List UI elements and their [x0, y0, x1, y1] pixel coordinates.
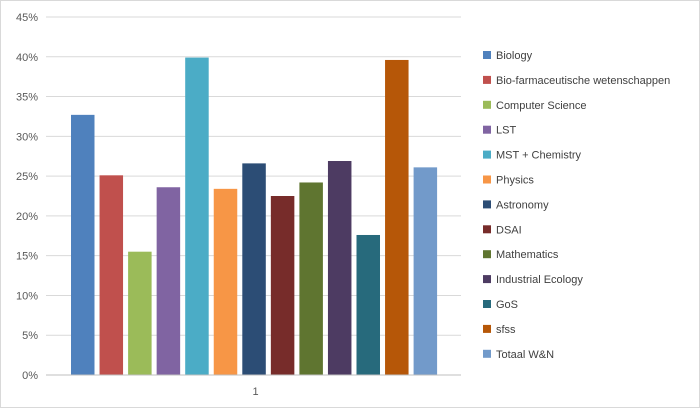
bar: [71, 114, 95, 375]
bar: [413, 167, 438, 375]
y-axis: 0% 5% 10% 15% 20% 25% 30% 35% 40% 45%: [16, 12, 38, 382]
legend-swatch: [483, 125, 491, 134]
legend-swatch: [483, 275, 491, 284]
legend-label: Mathematics: [496, 249, 559, 261]
legend-swatch: [483, 324, 491, 333]
y-tick-label: 45%: [16, 12, 38, 24]
legend-label: MST + Chemistry: [496, 150, 582, 162]
y-tick-label: 0%: [22, 370, 38, 382]
bar: [128, 251, 152, 375]
bar: [99, 175, 124, 375]
y-tick-label: 15%: [16, 251, 38, 263]
bar: [385, 59, 409, 376]
legend-label: DSAI: [496, 224, 522, 236]
legend-swatch: [483, 150, 491, 159]
bars: [71, 57, 438, 376]
legend-swatch: [483, 175, 491, 184]
legend-swatch: [483, 51, 491, 59]
bar: [299, 182, 323, 375]
y-tick-label: 30%: [16, 131, 38, 143]
legend-label: Computer Science: [496, 100, 587, 112]
legend-label: Astronomy: [496, 199, 549, 211]
bar: [270, 196, 295, 375]
legend-swatch: [483, 225, 491, 234]
legend-label: Totaal W&N: [496, 349, 554, 361]
bar: [156, 187, 181, 375]
legend-label: LST: [496, 125, 516, 137]
y-tick-label: 5%: [22, 330, 38, 342]
y-tick-label: 20%: [16, 211, 38, 223]
y-tick-label: 25%: [16, 171, 38, 183]
y-tick-label: 35%: [16, 92, 38, 104]
legend: Biology Bio-farmaceutische wetenschappen C…: [483, 50, 670, 361]
legend-label: Physics: [496, 175, 534, 187]
bar: [213, 188, 238, 375]
legend-swatch: [483, 349, 491, 358]
bar: [185, 57, 209, 375]
legend-label: Biology: [496, 50, 533, 62]
x-tick-label: 1: [252, 386, 258, 398]
y-tick-label: 10%: [16, 290, 38, 302]
legend-swatch: [483, 300, 491, 308]
legend-swatch: [483, 75, 491, 84]
bar: [242, 163, 266, 375]
y-tick-label: 40%: [16, 52, 38, 64]
legend-label: GoS: [496, 299, 518, 311]
legend-swatch: [483, 200, 491, 209]
legend-swatch: [483, 250, 491, 259]
bar: [327, 160, 352, 375]
legend-label: Industrial Ecology: [496, 274, 583, 286]
legend-swatch: [483, 100, 491, 109]
legend-label: Bio-farmaceutische wetenschappen: [496, 75, 670, 87]
legend-label: sfss: [496, 324, 516, 336]
x-axis: 1: [46, 374, 461, 398]
bar: [356, 234, 380, 375]
